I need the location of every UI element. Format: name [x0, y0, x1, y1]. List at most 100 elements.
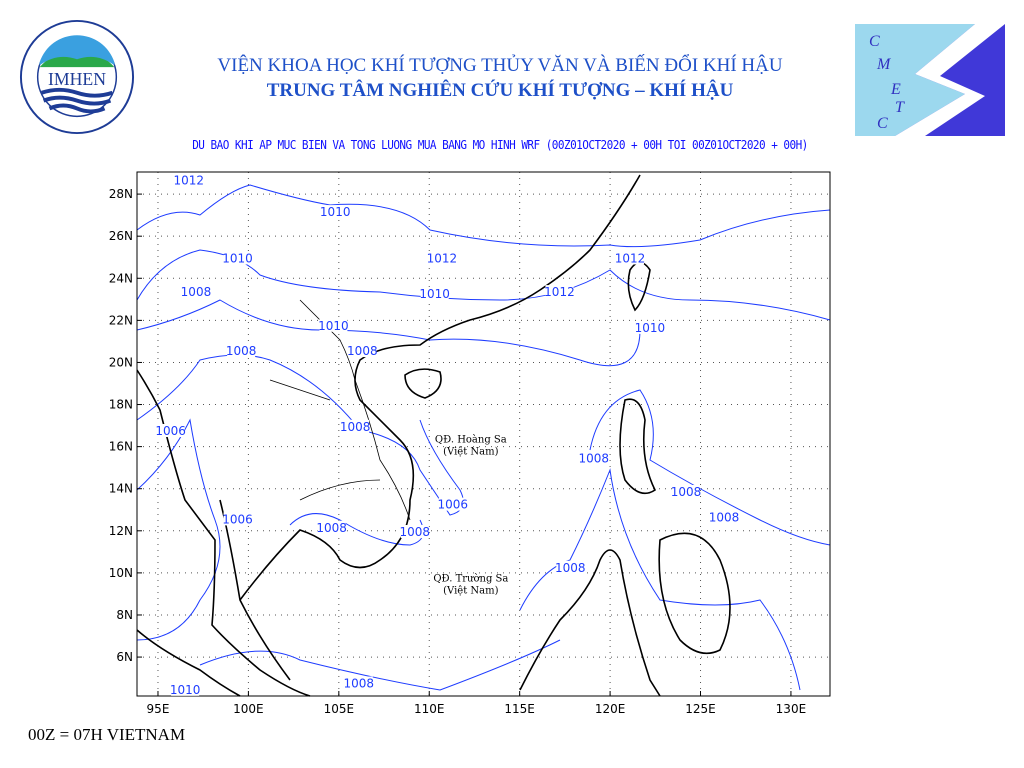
isobar: [136, 299, 641, 367]
contour-label: 1008: [671, 485, 702, 499]
forecast-subtitle: DU BAO KHI AP MUC BIEN VA TONG LUONG MUA…: [192, 138, 808, 152]
contour-label: 1008: [343, 677, 374, 691]
center-title: TRUNG TÂM NGHIÊN CỨU KHÍ TƯỢNG – KHÍ HẬU: [266, 80, 734, 101]
archipelago-sublabel: (Việt Nam): [443, 446, 498, 457]
contour-label: 1012: [427, 251, 458, 265]
contour-label-bg: [427, 251, 456, 265]
contour-label: 1010: [318, 319, 349, 333]
contour-label-bg: [344, 676, 373, 690]
contour-label: 1008: [226, 344, 257, 358]
x-tick-label: 105E: [324, 702, 355, 716]
contour-label-bg: [181, 285, 210, 299]
isobar: [136, 184, 831, 248]
institute-title: VIỆN KHOA HỌC KHÍ TƯỢNG THỦY VĂN VÀ BIẾN…: [217, 55, 783, 76]
y-tick-label: 16N: [109, 440, 133, 454]
contour-label-bg: [579, 451, 608, 465]
isobar: [136, 418, 221, 641]
x-tick-label: 110E: [414, 702, 445, 716]
contour-label-bg: [635, 320, 664, 334]
y-tick-label: 12N: [109, 524, 133, 538]
y-tick-label: 24N: [109, 271, 133, 285]
x-tick-label: 125E: [685, 702, 716, 716]
contour-label-bg: [545, 285, 574, 299]
svg-text:C: C: [877, 115, 888, 132]
contour-label: 1008: [181, 285, 212, 299]
y-tick-label: 28N: [109, 187, 133, 201]
contour-label-bg: [400, 525, 429, 539]
contour-label: 1012: [615, 251, 646, 265]
isobar: [199, 639, 561, 691]
y-tick-label: 22N: [109, 313, 133, 327]
contour-label-bg: [348, 344, 377, 358]
contour-label: 1010: [419, 287, 450, 301]
contour-label-bg: [317, 520, 346, 534]
coastline: [136, 369, 311, 697]
isobar: [136, 354, 464, 516]
contour-label: 1008: [347, 344, 378, 358]
contour-label-bg: [227, 344, 256, 358]
x-tick-label: 130E: [776, 702, 807, 716]
border: [269, 299, 411, 521]
contour-label: 1010: [222, 251, 253, 265]
isobar: [519, 468, 801, 691]
y-tick-label: 18N: [109, 398, 133, 412]
contour-label-bg: [174, 173, 203, 187]
contour-label: 1008: [340, 420, 371, 434]
island-sumatra: [136, 629, 241, 697]
y-tick-label: 20N: [109, 355, 133, 369]
contour-label-bg: [171, 682, 200, 696]
imhen-logo: IMHEN: [19, 19, 135, 135]
contour-label: 1008: [579, 451, 610, 465]
svg-text:M: M: [876, 56, 892, 73]
contour-label-bg: [420, 287, 449, 301]
contour-label-bg: [615, 251, 644, 265]
contour-label: 1010: [320, 205, 351, 219]
contour-label: 1008: [555, 561, 586, 575]
contour-label-bg: [341, 419, 370, 433]
y-tick-label: 6N: [116, 650, 133, 664]
isobar: [589, 389, 831, 546]
contour-label-bg: [556, 560, 585, 574]
y-tick-label: 10N: [109, 566, 133, 580]
contour-label: 1010: [170, 683, 201, 697]
archipelago-label: QĐ. Hoàng Sa: [435, 434, 507, 445]
contour-label-bg: [319, 318, 348, 332]
map-frame: [136, 171, 831, 697]
archipelago-sublabel: (Việt Nam): [443, 585, 498, 596]
contour-label-bg: [710, 510, 739, 524]
y-tick-label: 26N: [109, 229, 133, 243]
contour-label-bg: [223, 512, 252, 526]
contour-label: 1010: [635, 321, 666, 335]
y-tick-label: 14N: [109, 482, 133, 496]
svg-text:C: C: [869, 33, 880, 50]
contour-label: 1008: [709, 510, 740, 524]
archipelago-label: QĐ. Trường Sa: [433, 573, 508, 584]
island-luzon: [619, 398, 657, 495]
isobar-contours: [136, 184, 831, 691]
contour-label-bg: [672, 485, 701, 499]
contour-label: 1006: [155, 424, 186, 438]
contour-label: 1008: [316, 521, 347, 535]
contour-label: 1006: [437, 498, 468, 512]
contour-label: 1008: [400, 525, 431, 539]
x-tick-label: 115E: [504, 702, 535, 716]
island-hainan: [404, 368, 442, 399]
isobar: [136, 249, 831, 321]
island-mindanao: [658, 532, 731, 655]
x-tick-label: 95E: [147, 702, 170, 716]
coastlines: [136, 174, 731, 697]
svg-text:IMHEN: IMHEN: [48, 69, 106, 89]
contour-label-bg: [156, 424, 185, 437]
x-tick-label: 100E: [233, 702, 264, 716]
contour-label: 1012: [173, 174, 204, 188]
svg-text:E: E: [890, 81, 901, 98]
contour-label: 1012: [544, 285, 575, 299]
y-tick-label: 8N: [116, 608, 133, 622]
contour-label-bg: [223, 251, 252, 265]
x-tick-label: 120E: [595, 702, 626, 716]
timezone-note: 00Z = 07H VIETNAM: [28, 725, 186, 744]
island-borneo: [519, 549, 661, 697]
contour-label: 1006: [222, 512, 253, 526]
